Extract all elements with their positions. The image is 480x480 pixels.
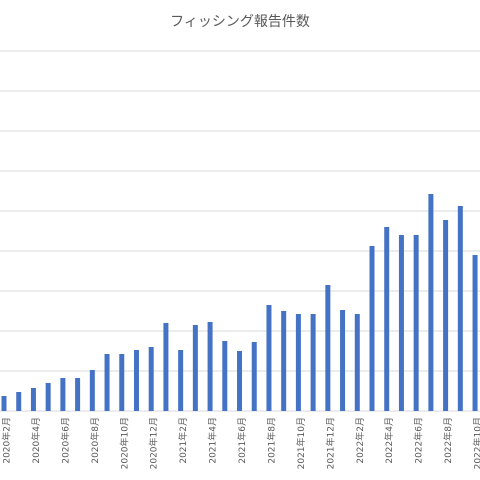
x-tick-label: 2021年12月: [324, 417, 336, 469]
chart-title: フィッシング報告件数: [170, 14, 310, 30]
bar: [457, 206, 463, 411]
bar: [75, 378, 81, 411]
x-tick-label: 2021年4月: [207, 417, 219, 464]
bar: [45, 383, 51, 411]
bar: [148, 347, 154, 411]
bar: [384, 227, 390, 411]
bar: [325, 285, 331, 411]
bar: [310, 314, 316, 411]
x-tick-label: 2020年10月: [118, 417, 130, 469]
bar: [16, 392, 22, 411]
x-tick-label: 2021年2月: [177, 417, 189, 464]
bar: [472, 255, 478, 411]
bar: [119, 354, 125, 411]
x-tick-label: 2022年10月: [472, 417, 480, 469]
bar: [222, 341, 228, 411]
bar: [104, 354, 110, 411]
bar: [266, 305, 272, 411]
bar: [163, 323, 169, 411]
bar: [178, 350, 184, 411]
bar: [281, 311, 287, 411]
x-tick-label: 2020年4月: [30, 417, 42, 464]
bar: [30, 388, 36, 411]
bar: [369, 246, 375, 411]
bar: [89, 370, 95, 411]
bar: [251, 342, 257, 411]
x-tick-label: 2020年6月: [59, 417, 71, 464]
x-tick-label: 2022年6月: [413, 417, 425, 464]
x-tick-label: 2022年2月: [354, 417, 366, 464]
x-tick-label: 2021年6月: [236, 417, 248, 464]
x-tick-label: 2021年10月: [295, 417, 307, 469]
bar: [207, 322, 213, 411]
bar: [354, 314, 360, 411]
x-tick-label: 2020年12月: [148, 417, 160, 469]
x-tick-label: 2020年2月: [1, 417, 13, 464]
x-tick-label: 2020年8月: [89, 417, 101, 464]
bar: [443, 220, 449, 411]
bar: [60, 378, 66, 411]
x-tick-label: 2021年8月: [265, 417, 277, 464]
bar: [192, 325, 198, 411]
bar: [398, 235, 404, 411]
bar: [340, 310, 346, 411]
bar: [428, 194, 434, 411]
bar: [133, 350, 139, 411]
bar: [1, 396, 7, 411]
bar: [295, 314, 301, 411]
bar: [413, 235, 419, 411]
bar: [237, 351, 243, 411]
x-tick-label: 2022年4月: [383, 417, 395, 464]
x-tick-label: 2022年8月: [442, 417, 454, 464]
